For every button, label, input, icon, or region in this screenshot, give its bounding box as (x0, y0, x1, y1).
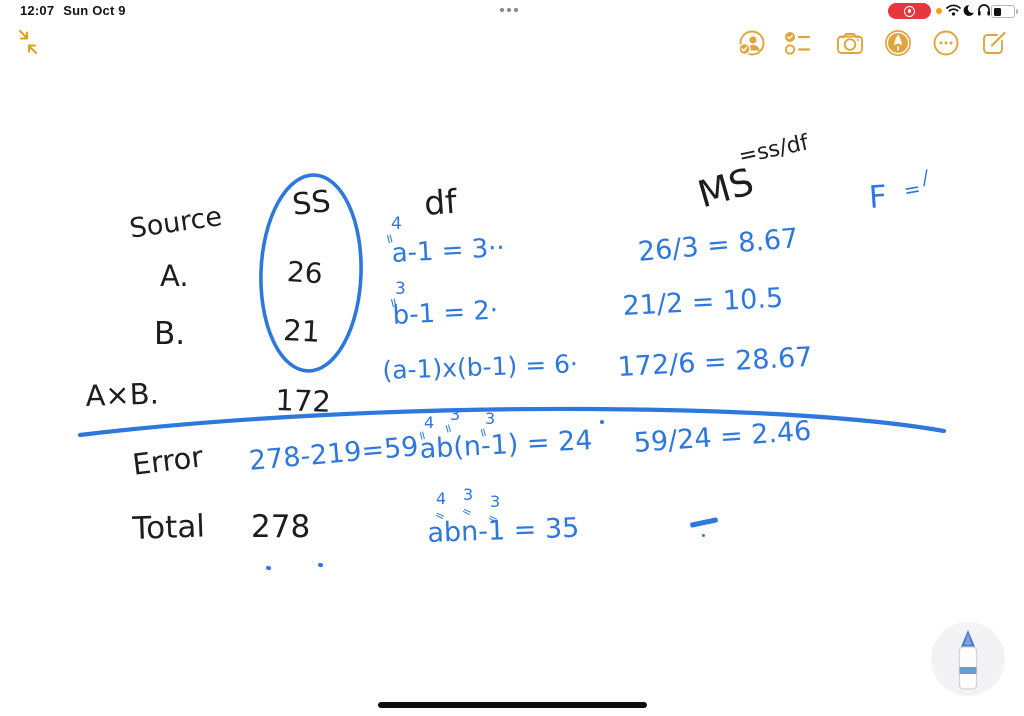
row-error-df-sup-n: 3 (485, 409, 496, 428)
ink-dot (702, 534, 705, 537)
df-header: df (422, 181, 459, 223)
more-ellipsis-icon[interactable] (931, 28, 961, 58)
f-header: F (867, 178, 889, 216)
row-total-df-sup-a: 4 (436, 489, 447, 508)
row-axb-ms: 172/6 = 28.67 (616, 341, 814, 383)
pencil-tool-button[interactable] (930, 621, 1006, 697)
note-canvas[interactable]: Source SS df MS =ss/df F = | A. 26 4 = a… (0, 70, 1024, 716)
status-time: 12:07 (20, 3, 55, 18)
home-indicator[interactable] (378, 702, 647, 708)
row-total-ss: 278 (251, 509, 311, 545)
ink-dash (689, 517, 719, 528)
collapse-arrows-icon[interactable] (15, 28, 45, 58)
row-b-label: B. (154, 316, 186, 352)
row-total-label: Total (131, 508, 206, 547)
ink-dot (600, 420, 604, 424)
battery-icon (991, 5, 1018, 18)
row-total-df-sup-n: 3 (490, 492, 501, 511)
mic-in-use-icon (936, 8, 942, 14)
checklist-icon[interactable] (783, 28, 813, 58)
row-axb-label: A×B. (84, 376, 160, 413)
row-error-df: ab(n-1) = 24 (418, 424, 594, 465)
row-total-df: abn-1 = 35 (426, 512, 580, 549)
row-b-df-sup: 3 (395, 279, 406, 299)
row-a-label: A. (160, 259, 189, 293)
status-bar: 12:07 Sun Oct 9 (0, 0, 1024, 22)
collaborate-person-icon[interactable] (736, 28, 766, 58)
row-b-ss: 21 (282, 313, 322, 349)
row-error-ms: 59/24 = 2.46 (632, 415, 813, 459)
row-error-df-sup-b: 3 (450, 405, 461, 424)
ms-superscript: =ss/df (736, 130, 811, 170)
ss-header: SS (290, 184, 333, 223)
row-axb-df: (a-1)x(b-1) = 6· (381, 349, 579, 385)
row-b-df: b-1 = 2· (391, 295, 499, 331)
status-date: Sun Oct 9 (63, 3, 126, 18)
row-a-df-sup: 4 (391, 214, 402, 234)
ink-dot (265, 565, 272, 571)
camera-icon[interactable] (835, 28, 865, 58)
row-a-ms: 26/3 = 8.67 (636, 223, 800, 268)
row-error-ss: 278-219=59 (247, 431, 420, 477)
row-total-df-sup-b: 3 (463, 485, 474, 504)
row-error-label: Error (130, 439, 205, 482)
f-equals: = (901, 176, 923, 203)
clock: 12:07 Sun Oct 9 (20, 3, 126, 18)
record-icon (904, 5, 915, 17)
ms-header: MS (693, 159, 759, 217)
row-b-ms: 21/2 = 10.5 (621, 282, 784, 322)
row-a-df: a-1 = 3·· (390, 233, 506, 269)
compose-note-icon[interactable] (980, 28, 1010, 58)
multitask-dots-icon[interactable] (500, 8, 518, 12)
screen-record-pill[interactable] (888, 3, 931, 19)
row-axb-ss: 172 (274, 383, 332, 419)
f-tick: | (920, 167, 930, 188)
row-error-df-sup-a: 4 (424, 413, 435, 432)
markup-pen-icon[interactable] (883, 28, 913, 58)
row-a-ss: 26 (285, 255, 324, 291)
ink-dot (317, 562, 324, 568)
source-header: Source (127, 201, 224, 245)
wifi-icon (946, 4, 961, 16)
headphones-icon (978, 4, 990, 16)
focus-moon-icon (963, 4, 976, 16)
